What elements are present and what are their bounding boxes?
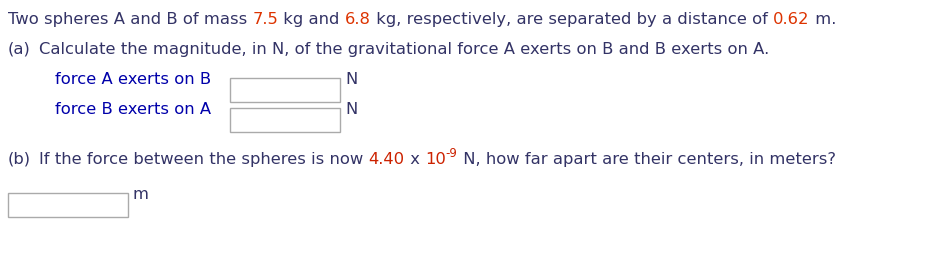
- Text: 6.8: 6.8: [345, 12, 370, 27]
- Text: N: N: [345, 102, 357, 117]
- Text: force B exerts on A: force B exerts on A: [55, 102, 211, 117]
- Text: x: x: [405, 152, 425, 167]
- Text: Two spheres A and B of mass: Two spheres A and B of mass: [8, 12, 253, 27]
- Text: force A exerts on B: force A exerts on B: [55, 72, 211, 87]
- Text: 4.40: 4.40: [369, 152, 405, 167]
- Text: kg, respectively, are separated by a distance of: kg, respectively, are separated by a dis…: [370, 12, 773, 27]
- Text: (b): (b): [8, 152, 31, 167]
- Text: m.: m.: [809, 12, 836, 27]
- Text: 0.62: 0.62: [773, 12, 809, 27]
- Text: N, how far apart are their centers, in meters?: N, how far apart are their centers, in m…: [458, 152, 836, 167]
- Text: (a): (a): [8, 42, 30, 57]
- Bar: [8, 193, 128, 217]
- Text: Calculate the magnitude, in N, of the gravitational force A exerts on B and B ex: Calculate the magnitude, in N, of the gr…: [39, 42, 770, 57]
- Text: -9: -9: [446, 147, 458, 160]
- Text: m: m: [133, 187, 149, 202]
- Bar: [230, 108, 340, 132]
- Text: If the force between the spheres is now: If the force between the spheres is now: [39, 152, 369, 167]
- Bar: [230, 78, 340, 102]
- Text: kg and: kg and: [278, 12, 345, 27]
- Text: 10: 10: [425, 152, 446, 167]
- Text: 7.5: 7.5: [253, 12, 278, 27]
- Text: N: N: [345, 72, 357, 87]
